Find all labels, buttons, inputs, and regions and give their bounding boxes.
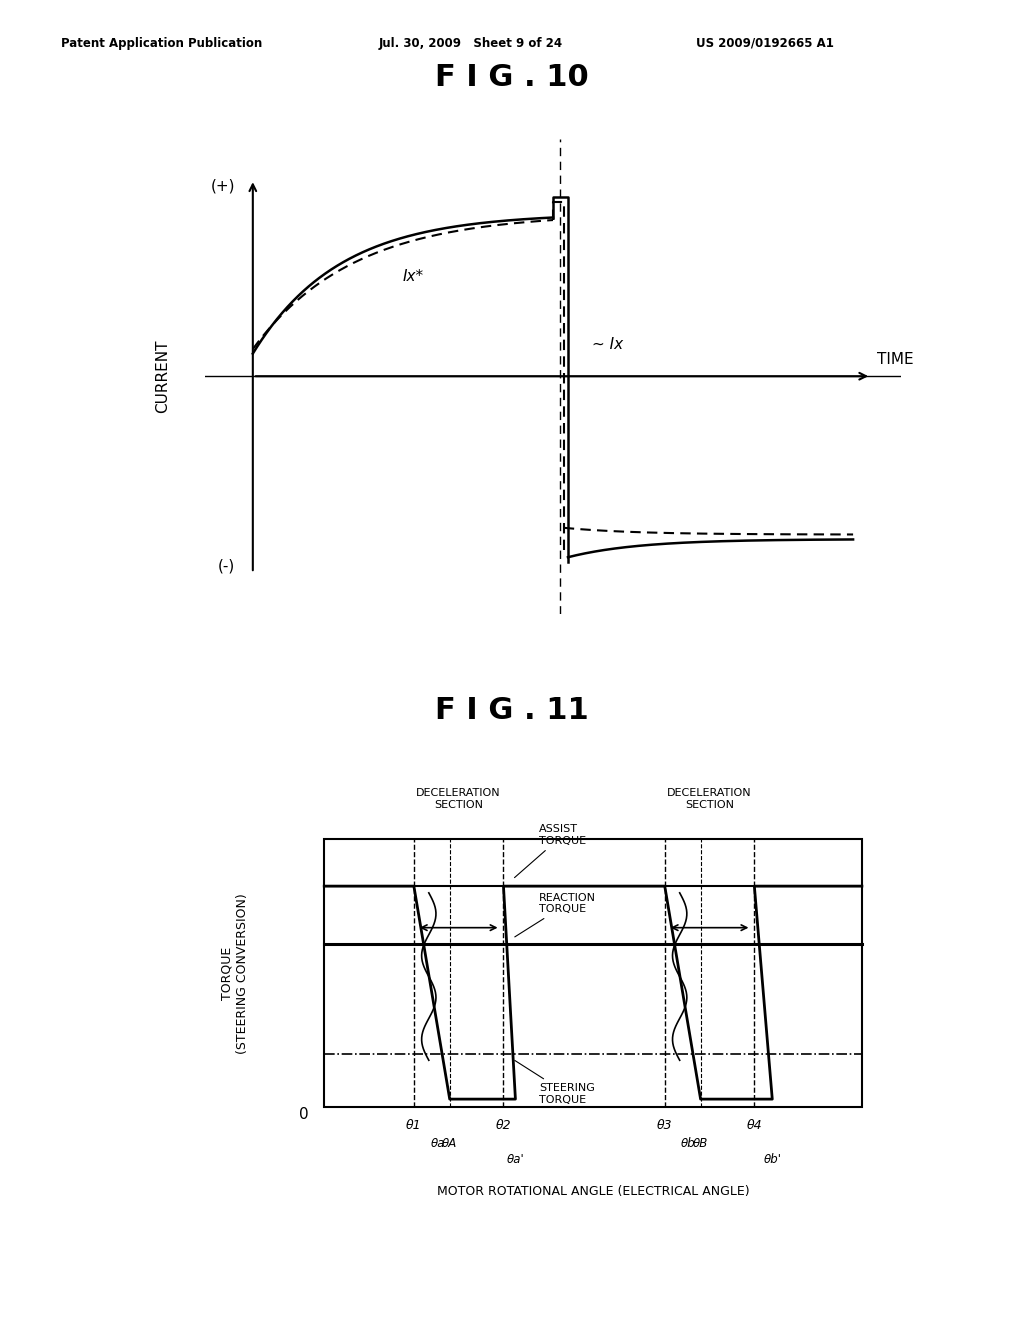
Text: Jul. 30, 2009   Sheet 9 of 24: Jul. 30, 2009 Sheet 9 of 24	[379, 37, 563, 50]
Bar	[325, 840, 862, 1107]
Text: TIME: TIME	[878, 352, 913, 367]
Text: θ4: θ4	[746, 1119, 762, 1133]
Text: TORQUE
(STEERING CONVERSION): TORQUE (STEERING CONVERSION)	[220, 892, 249, 1053]
Text: (+): (+)	[210, 178, 234, 194]
Text: Ix*: Ix*	[402, 269, 424, 284]
Text: θb': θb'	[763, 1152, 781, 1166]
Text: θA: θA	[442, 1137, 458, 1150]
Text: θ3: θ3	[657, 1119, 673, 1133]
Text: F I G . 10: F I G . 10	[435, 63, 589, 92]
Text: ~ Ix: ~ Ix	[592, 337, 623, 352]
Text: DECELERATION
SECTION: DECELERATION SECTION	[668, 788, 752, 809]
Text: MOTOR ROTATIONAL ANGLE (ELECTRICAL ANGLE): MOTOR ROTATIONAL ANGLE (ELECTRICAL ANGLE…	[437, 1185, 750, 1197]
Text: θb: θb	[681, 1137, 696, 1150]
Text: θa: θa	[430, 1137, 445, 1150]
Text: DECELERATION
SECTION: DECELERATION SECTION	[417, 788, 501, 809]
Text: θB: θB	[693, 1137, 709, 1150]
Text: 0: 0	[299, 1107, 308, 1122]
Text: (-): (-)	[217, 558, 234, 574]
Text: ASSIST
TORQUE: ASSIST TORQUE	[514, 825, 587, 878]
Text: REACTION
TORQUE: REACTION TORQUE	[515, 892, 596, 937]
Text: CURRENT: CURRENT	[156, 339, 170, 413]
Text: θa': θa'	[507, 1152, 524, 1166]
Text: θ1: θ1	[407, 1119, 422, 1133]
Text: F I G . 11: F I G . 11	[435, 697, 589, 726]
Text: Patent Application Publication: Patent Application Publication	[61, 37, 263, 50]
Text: STEERING
TORQUE: STEERING TORQUE	[515, 1060, 595, 1105]
Text: θ2: θ2	[496, 1119, 511, 1133]
Text: US 2009/0192665 A1: US 2009/0192665 A1	[696, 37, 835, 50]
